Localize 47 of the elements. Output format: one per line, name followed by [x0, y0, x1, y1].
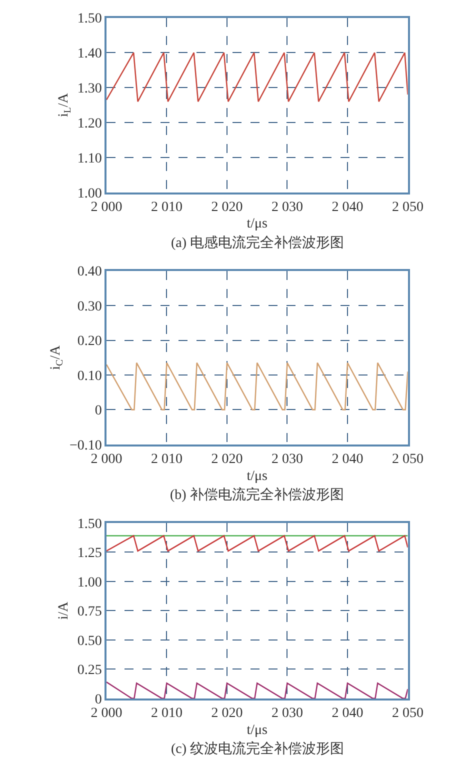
- y-tick-label: −0.10: [70, 438, 102, 454]
- y-tick-label: 0: [94, 404, 102, 419]
- y-tick-label: 0: [94, 692, 102, 708]
- text: (b) 补偿电流完全补偿波形图: [170, 487, 344, 503]
- x-tick-label: 2 050: [392, 452, 424, 467]
- x-tick-label: 2 040: [332, 200, 364, 215]
- line-series: [106, 681, 408, 698]
- x-tick-label: 2 000: [90, 200, 122, 215]
- y-tick-label: 0.20: [77, 334, 102, 350]
- y-tick-label: 0.30: [77, 299, 102, 314]
- x-tick-label: 2 030: [272, 452, 303, 467]
- y-axis-title: i/A: [56, 600, 72, 620]
- y-tick-label: 1.00: [77, 575, 102, 590]
- x-tick-label: 2 040: [332, 706, 364, 722]
- y-tick-label: 1.10: [77, 151, 102, 166]
- y-tick-label: 1.20: [77, 116, 102, 132]
- x-tick-label: 2 010: [150, 452, 182, 467]
- text: (c) 纹波电流完全补偿波形图: [171, 741, 344, 757]
- y-tick-label: 0.40: [77, 264, 102, 280]
- line-series: [106, 52, 408, 102]
- x-axis-title: t/μs: [246, 468, 268, 484]
- x-tick-label: 2 000: [90, 452, 122, 467]
- x-tick-label: 2 030: [272, 706, 303, 722]
- y-tick-label: 0.10: [77, 368, 102, 384]
- x-tick-label: 2 010: [150, 706, 182, 722]
- x-tick-label: 2 050: [392, 706, 424, 722]
- y-tick-label: 0.75: [77, 604, 102, 620]
- y-tick-label: 1.50: [77, 12, 102, 27]
- x-axis-title: t/μs: [246, 216, 268, 232]
- y-tick-label: 1.50: [77, 516, 102, 532]
- x-tick-label: 2 040: [332, 452, 364, 467]
- x-tick-label: 2 050: [392, 200, 424, 215]
- y-tick-label: 1.40: [77, 46, 102, 62]
- y-tick-label: 1.30: [77, 82, 102, 96]
- y-tick-label: 0.50: [77, 634, 102, 649]
- x-tick-label: 2 020: [211, 452, 243, 467]
- x-tick-label: 2 030: [272, 200, 303, 215]
- x-tick-label: 2 010: [150, 200, 182, 215]
- x-axis-title: t/μs: [246, 722, 268, 738]
- x-tick-label: 2 000: [90, 706, 122, 722]
- x-tick-label: 2 020: [211, 200, 243, 215]
- y-tick-label: 1.00: [77, 186, 102, 202]
- line-series: [106, 362, 408, 410]
- text: (a) 电感电流完全补偿波形图: [171, 235, 344, 251]
- y-tick-label: 1.25: [77, 546, 102, 562]
- x-tick-label: 2 020: [211, 706, 243, 722]
- y-tick-label: 0.25: [77, 663, 102, 678]
